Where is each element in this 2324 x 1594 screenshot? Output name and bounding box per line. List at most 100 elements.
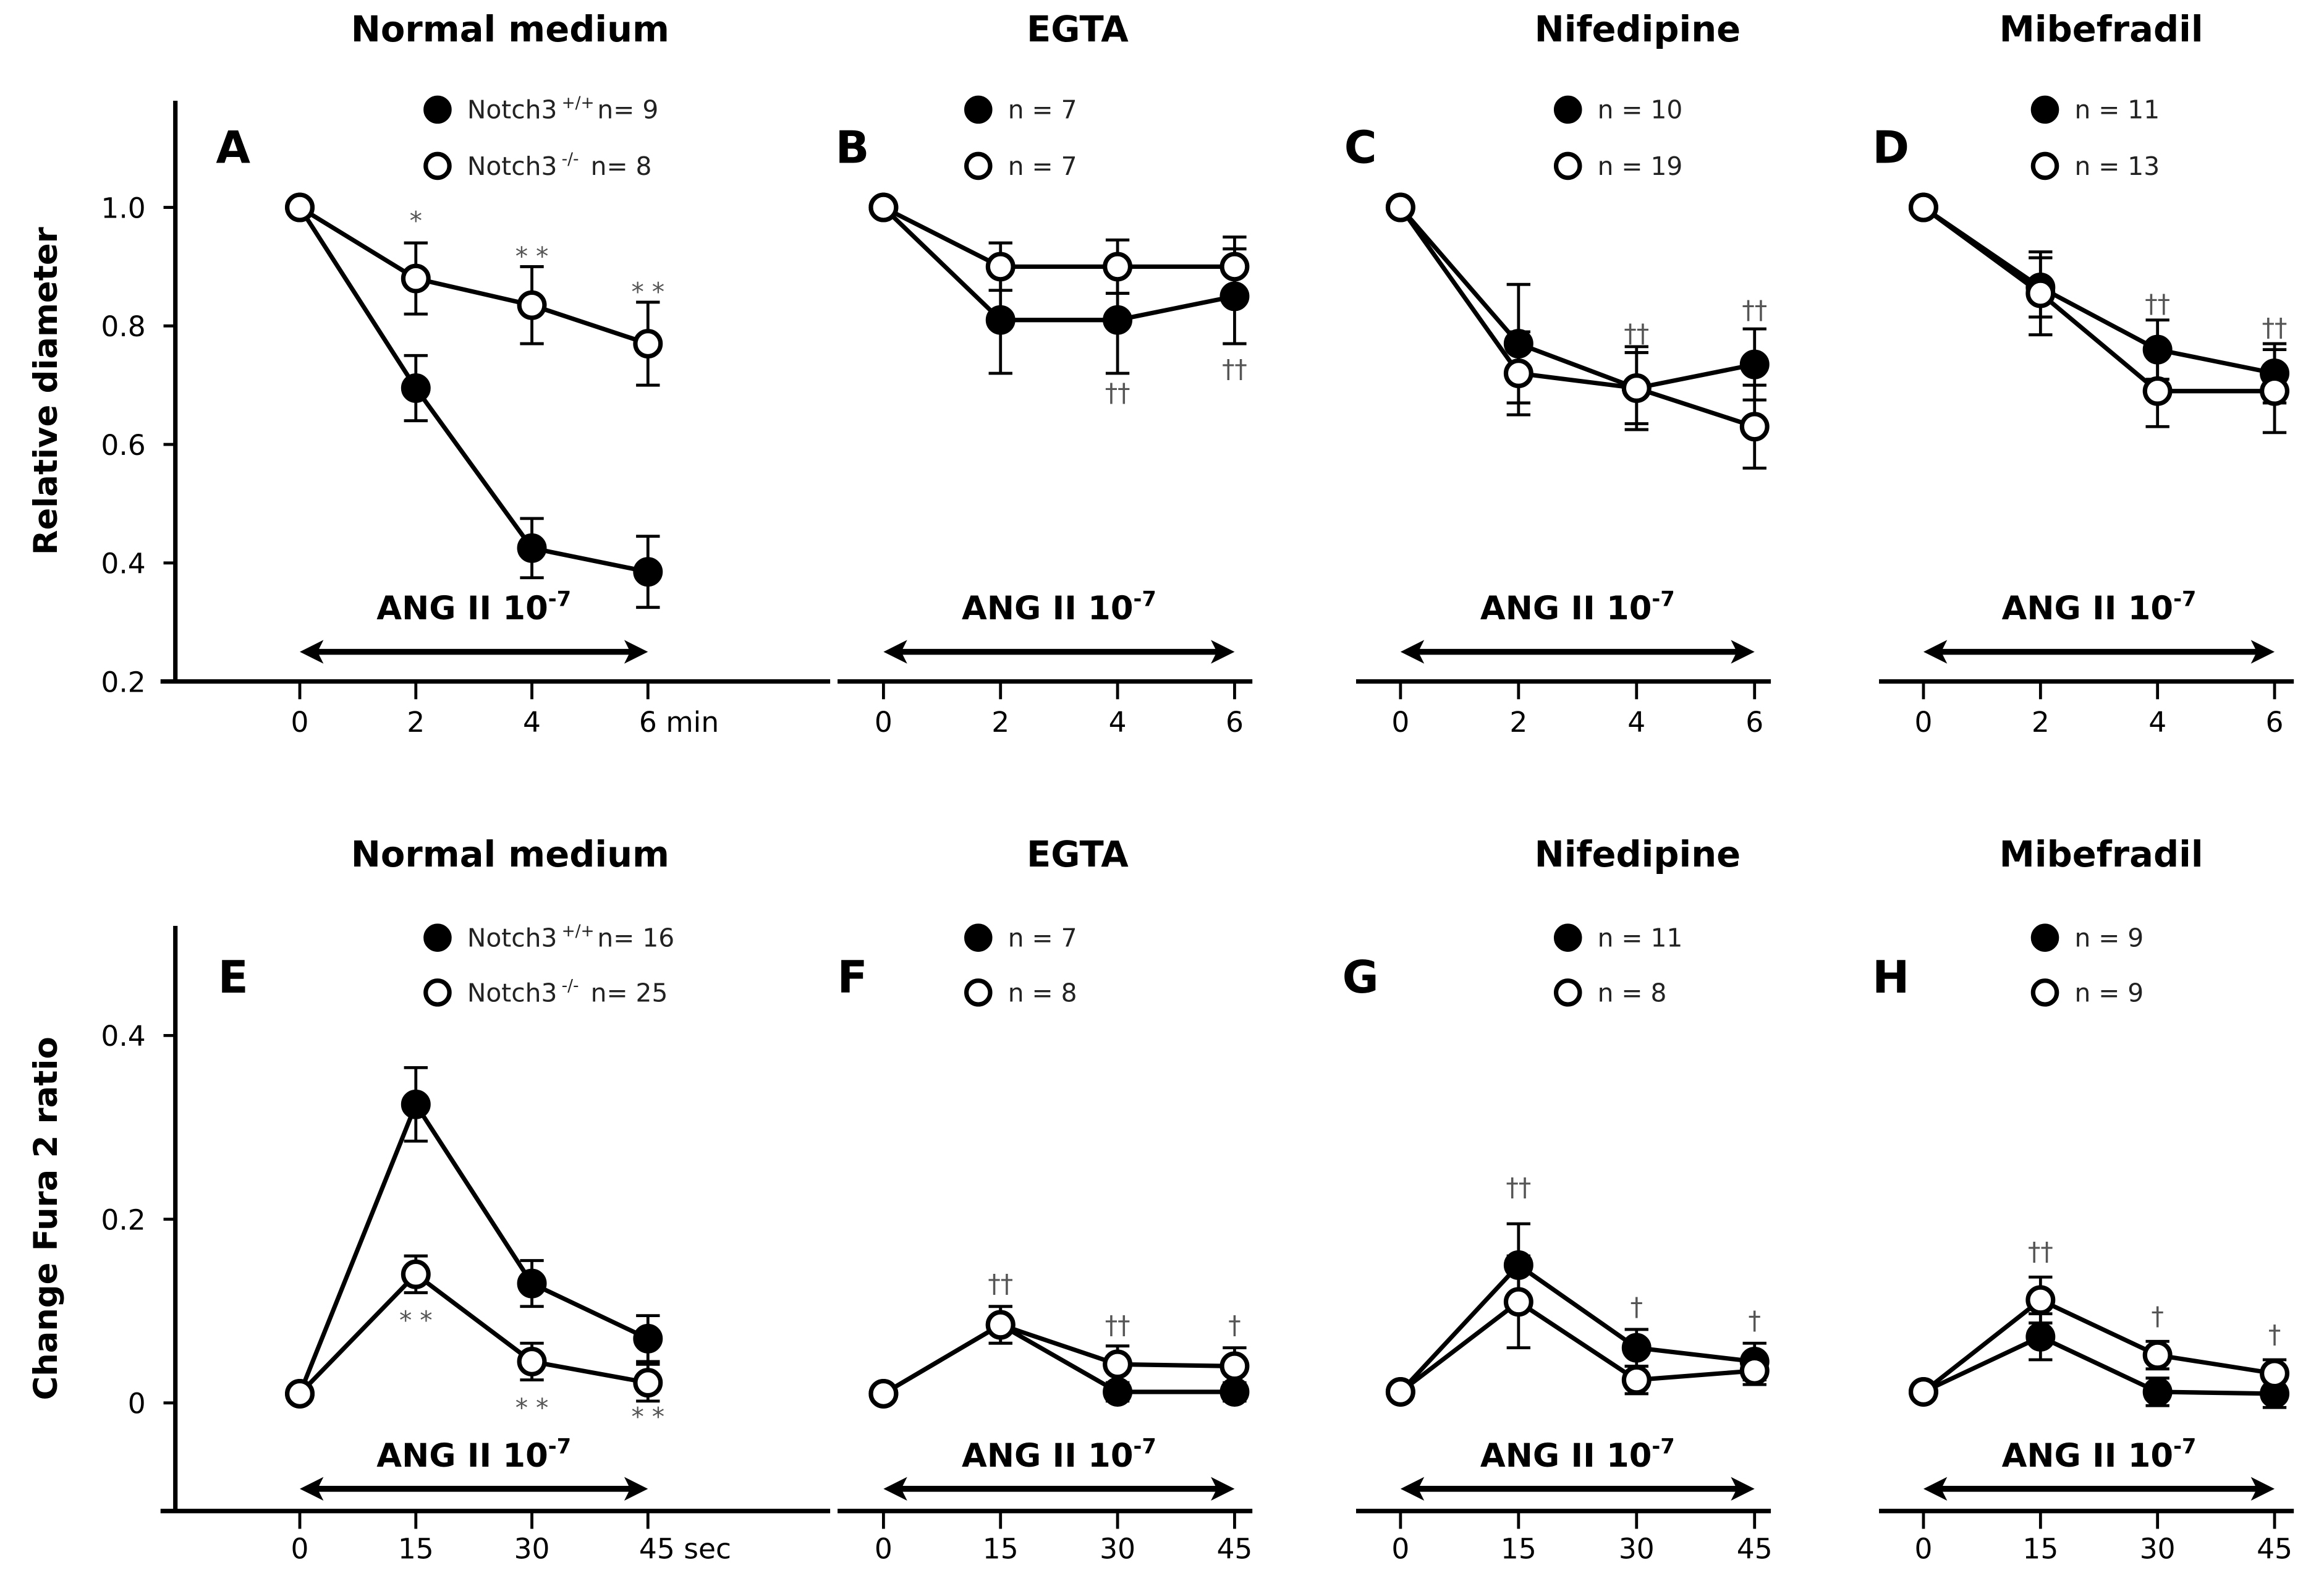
data-point-open: [517, 290, 547, 320]
legend-n: n = 13: [2074, 151, 2160, 181]
series-line-open: [1399, 1299, 1755, 1394]
x-tick-label: 2: [2032, 706, 2050, 739]
data-point-open: [2260, 1359, 2289, 1389]
treatment-exponent: -7: [1652, 587, 1674, 611]
y-tick-label: 0.8: [101, 310, 145, 343]
panel-title: EGTA: [1027, 9, 1129, 50]
series-line-filled: [881, 205, 1236, 323]
panel-title: Normal medium: [351, 834, 669, 875]
series-line-filled: [297, 1100, 649, 1395]
legend-label: n = 7: [1008, 95, 1077, 125]
legend-marker-open: [964, 978, 993, 1007]
legend-n: n = 8: [1598, 978, 1667, 1007]
arrow-head-right-icon: [2250, 1477, 2275, 1501]
legend-label: n = 9: [2074, 978, 2144, 1007]
data-point-filled: [401, 373, 431, 403]
y-tick-label: 0.4: [101, 548, 145, 580]
x-tick-label: 4: [2148, 706, 2166, 739]
legend-genotype: Notch3: [467, 923, 558, 953]
panel-letter: G: [1342, 951, 1379, 1003]
data-point-open: [2025, 278, 2056, 308]
data-point-open: [1219, 252, 1250, 282]
x-tick-label: 2: [407, 706, 425, 739]
x-tick-label: 45: [2257, 1532, 2292, 1565]
legend-label: n = 7: [1008, 151, 1077, 181]
data-point-open: [2025, 1285, 2056, 1315]
treatment-label: ANG II 10-7: [376, 1434, 571, 1475]
legend-label: n = 8: [1008, 978, 1077, 1007]
treatment-label: ANG II 10-7: [962, 587, 1156, 627]
legend-marker-open: [1553, 151, 1582, 180]
data-point-open: [1739, 412, 1770, 442]
legend-n: n= 9: [597, 95, 658, 125]
significance-annotation: †: [2151, 1301, 2163, 1331]
legend-n: n = 7: [1008, 95, 1077, 125]
treatment-exponent: -7: [1652, 1434, 1674, 1458]
panel-letter: H: [1872, 951, 1909, 1003]
x-tick-label: 15: [2022, 1532, 2058, 1565]
treatment-label: ANG II 10-7: [1480, 587, 1675, 627]
significance-annotation: * *: [515, 1393, 549, 1423]
legend-marker-filled: [423, 95, 452, 124]
significance-annotation: ††: [1105, 378, 1130, 408]
legend-marker-filled: [964, 923, 993, 952]
data-point-open: [633, 329, 663, 359]
legend-genotype: Notch3: [467, 978, 558, 1007]
legend-n: n = 10: [1598, 95, 1683, 125]
data-point-open: [517, 1346, 547, 1376]
series-line-open: [299, 205, 649, 346]
arrow-head-right-icon: [1731, 640, 1755, 664]
data-point-open: [1739, 1355, 1770, 1386]
series-line-open: [882, 1322, 1235, 1396]
treatment-label: ANG II 10-7: [962, 1434, 1156, 1475]
series-line-filled: [1922, 1334, 2275, 1396]
arrow-head-left-icon: [883, 1477, 907, 1501]
data-point-filled: [2142, 1377, 2173, 1407]
y-tick-label: 0.4: [101, 1020, 145, 1053]
treatment-label: ANG II 10-7: [376, 587, 571, 627]
significance-annotation: †: [1228, 1310, 1240, 1340]
legend-label: Notch3 -/- n= 8: [467, 150, 652, 181]
legend-marker-filled: [423, 923, 452, 952]
data-point-filled: [633, 557, 663, 587]
series-line-filled: [1399, 1262, 1755, 1394]
legend-marker-open: [423, 978, 452, 1007]
data-point-open: [1219, 1351, 1250, 1381]
data-point-filled: [1621, 1333, 1652, 1363]
x-tick-label: 15: [1501, 1532, 1537, 1565]
legend-marker-open: [964, 151, 993, 180]
legend-label: Notch3 -/- n= 25: [467, 977, 668, 1007]
x-tick-label: 6: [1745, 706, 1763, 739]
data-point-open: [1909, 1377, 1938, 1407]
data-point-open: [868, 1378, 899, 1409]
treatment-exponent: -7: [2173, 1434, 2196, 1458]
treatment-exponent: -7: [548, 587, 571, 611]
legend-label: n = 9: [2074, 923, 2144, 953]
x-tick-label: 30: [2140, 1532, 2176, 1565]
panel-letter: E: [218, 951, 248, 1003]
significance-annotation: * *: [631, 278, 664, 307]
x-tick-label: 0: [875, 1532, 893, 1565]
x-tick-label: 0: [1391, 706, 1409, 739]
treatment-exponent: -7: [2173, 587, 2196, 611]
panel-title: Mibefradil: [2000, 9, 2203, 50]
legend-label: Notch3 +/+ n= 9: [467, 94, 658, 125]
legend-genotype: Notch3: [467, 95, 558, 125]
significance-annotation: ††: [1506, 1172, 1531, 1202]
series-line-open: [882, 205, 1235, 269]
series-line-filled: [882, 1322, 1235, 1396]
data-point-open: [985, 1310, 1016, 1340]
x-tick-label: 6: [2266, 706, 2284, 739]
significance-annotation: ††: [1624, 319, 1649, 349]
data-point-open: [1385, 1377, 1415, 1407]
treatment-exponent: -7: [1134, 587, 1156, 611]
x-tick-label: 45 sec: [639, 1532, 731, 1565]
legend-label: n = 11: [2074, 95, 2160, 125]
y-axis-label: Relative diameter: [27, 227, 65, 555]
data-point-open: [1621, 373, 1652, 403]
significance-annotation: * *: [631, 1402, 664, 1432]
significance-annotation: †: [1631, 1292, 1643, 1321]
data-point-open: [401, 263, 431, 294]
